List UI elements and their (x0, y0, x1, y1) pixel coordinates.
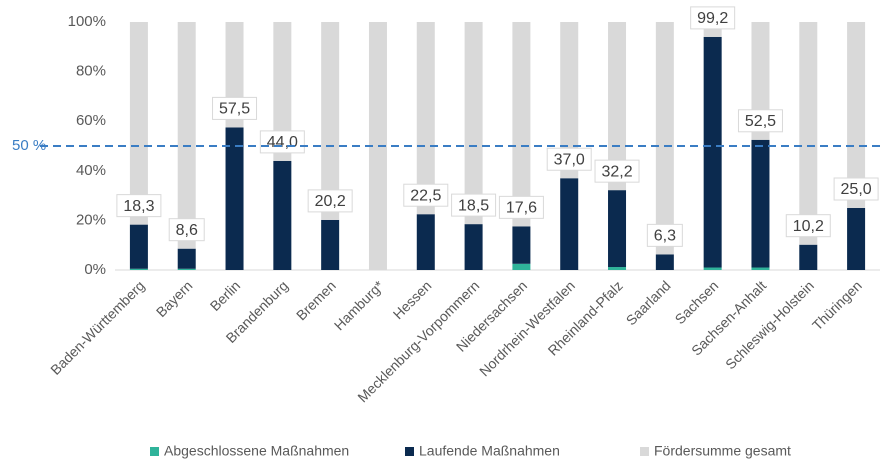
bar-segment (177, 268, 196, 270)
x-tick-label: Schleswig-Holstein (722, 277, 817, 372)
data-label: 57,5 (219, 101, 250, 118)
y-tick-label: 60% (76, 112, 106, 129)
data-label: 20,2 (315, 193, 346, 210)
data-label: 18,3 (123, 198, 154, 215)
legend-label: Fördersumme gesamt (654, 443, 791, 459)
reference-label: 50 % (12, 137, 46, 154)
data-label: 52,5 (745, 113, 776, 130)
y-tick-label: 0% (84, 261, 106, 278)
data-label-box (594, 159, 640, 183)
bar-segment (177, 22, 196, 249)
x-tick-label: Hessen (390, 277, 435, 322)
x-tick-label: Berlin (207, 277, 244, 314)
bar-segment (799, 244, 818, 270)
bar-segment (129, 22, 148, 225)
bar-segment (703, 267, 722, 270)
bar-segment (655, 22, 674, 255)
data-label: 32,2 (601, 163, 632, 180)
bar-segment (799, 22, 818, 245)
legend-swatch (150, 447, 159, 456)
bar-segment (512, 263, 531, 270)
x-tick-label: Saarland (623, 277, 674, 328)
bar-segment (177, 248, 196, 269)
data-label-box (785, 214, 831, 238)
bar-segment (464, 224, 483, 270)
legend-label: Laufende Maßnahmen (419, 443, 560, 459)
bar-segment (321, 22, 340, 220)
x-tick-label: Hamburg* (331, 277, 387, 333)
bar-segment (847, 22, 866, 208)
legend-swatch (405, 447, 414, 456)
data-label: 25,0 (841, 181, 872, 198)
data-label-box (737, 109, 783, 133)
bar-segment (512, 22, 531, 227)
bar-segment (608, 267, 627, 270)
data-label: 6,3 (654, 228, 676, 245)
data-label: 17,6 (506, 200, 537, 217)
y-tick-label: 40% (76, 162, 106, 179)
x-tick-label: Thüringen (809, 277, 865, 333)
data-label-box (646, 223, 683, 247)
data-label-box (116, 194, 162, 218)
data-label-box (259, 130, 305, 154)
data-label: 8,6 (176, 222, 198, 239)
data-label-box (451, 193, 497, 217)
data-label-box (403, 183, 449, 207)
data-label-box (690, 6, 736, 30)
bar-segment (560, 22, 579, 179)
bar-segment (560, 178, 579, 270)
data-label: 99,2 (697, 10, 728, 27)
bar-segment (703, 36, 722, 268)
data-label-box (168, 218, 205, 242)
bar-segment (655, 254, 674, 270)
bar-segment (512, 226, 531, 264)
bar-segment (464, 22, 483, 225)
bar-segment (751, 139, 770, 268)
bar-segment (416, 214, 435, 270)
bar-segment (129, 268, 148, 270)
data-label: 10,2 (793, 218, 824, 235)
bar-segment (608, 190, 627, 268)
data-label: 37,0 (554, 151, 585, 168)
y-tick-label: 80% (76, 63, 106, 80)
bar-segment (751, 267, 770, 270)
x-tick-label: Bremen (293, 277, 339, 323)
legend-swatch (640, 447, 649, 456)
data-label: 22,5 (410, 187, 441, 204)
data-label: 18,5 (458, 197, 489, 214)
bar-segment (273, 160, 292, 270)
y-tick-label: 20% (76, 211, 106, 228)
bar-segment (416, 22, 435, 215)
x-tick-label: Sachsen (672, 277, 722, 327)
bar-segment (321, 219, 340, 270)
data-label: 44,0 (267, 134, 298, 151)
bar-segment (129, 224, 148, 269)
bar-segment (225, 127, 244, 271)
data-label-box (546, 147, 592, 171)
bar-segment (368, 22, 387, 270)
x-tick-label: Bayern (153, 277, 196, 320)
y-tick-label: 100% (68, 13, 106, 30)
data-label-box (307, 189, 353, 213)
x-tick-label: Baden-Württemberg (47, 277, 147, 377)
data-label-box (212, 96, 258, 120)
bar-segment (847, 208, 866, 270)
data-label-box (498, 195, 544, 219)
bar-segment (608, 22, 627, 191)
legend-label: Abgeschlossene Maßnahmen (164, 443, 349, 459)
bar-segment (273, 22, 292, 161)
data-label-box (833, 177, 879, 201)
